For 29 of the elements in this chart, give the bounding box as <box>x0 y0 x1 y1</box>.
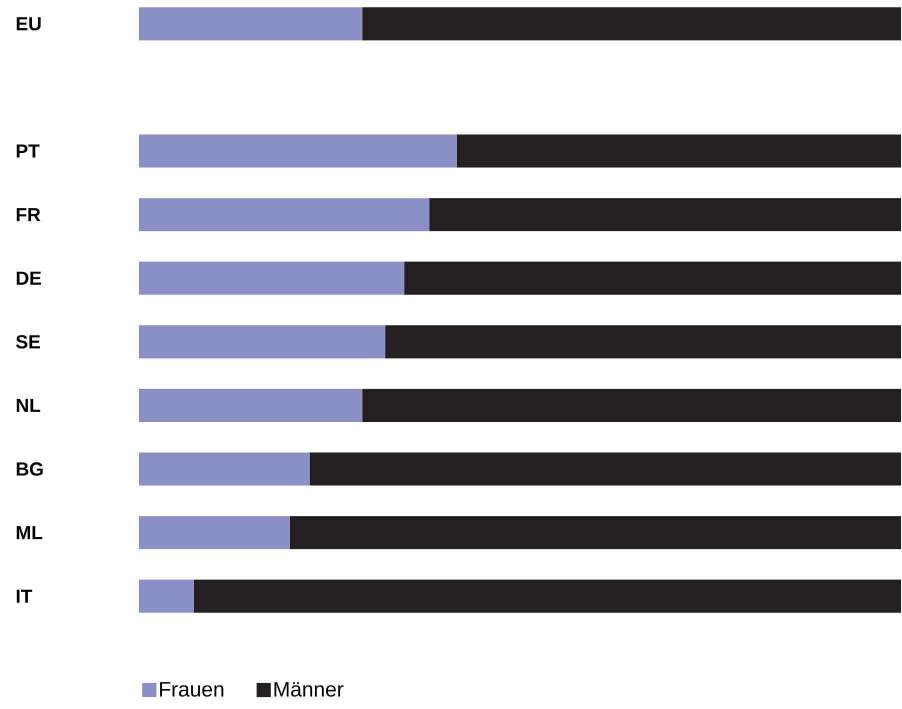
y-tick-label: DE <box>16 272 42 285</box>
bar <box>194 580 902 613</box>
bar <box>139 452 310 486</box>
bar <box>139 7 362 40</box>
bar <box>362 7 902 40</box>
y-tick-label: IT <box>16 590 32 603</box>
bar <box>139 580 194 613</box>
legend-label: Männer <box>274 682 344 697</box>
bar <box>139 134 457 168</box>
y-tick-label: FR <box>16 208 40 222</box>
bar <box>429 198 902 232</box>
bar <box>139 516 290 550</box>
bar <box>362 388 902 422</box>
y-tick-label: SE <box>16 335 40 349</box>
bar <box>139 325 386 358</box>
bar <box>139 198 430 232</box>
bar <box>404 262 902 295</box>
y-tick-label: ML <box>16 526 42 540</box>
y-tick-label: EU <box>16 17 41 30</box>
bar <box>139 262 404 295</box>
bar <box>456 134 902 168</box>
y-tick-label: NL <box>16 398 40 412</box>
bar <box>310 452 902 486</box>
bar <box>290 516 902 550</box>
y-tick-label: PT <box>16 144 40 158</box>
legend-label: Frauen <box>160 682 224 697</box>
y-tick-label: BG <box>16 462 43 476</box>
bar <box>139 388 362 422</box>
bar <box>385 325 902 358</box>
